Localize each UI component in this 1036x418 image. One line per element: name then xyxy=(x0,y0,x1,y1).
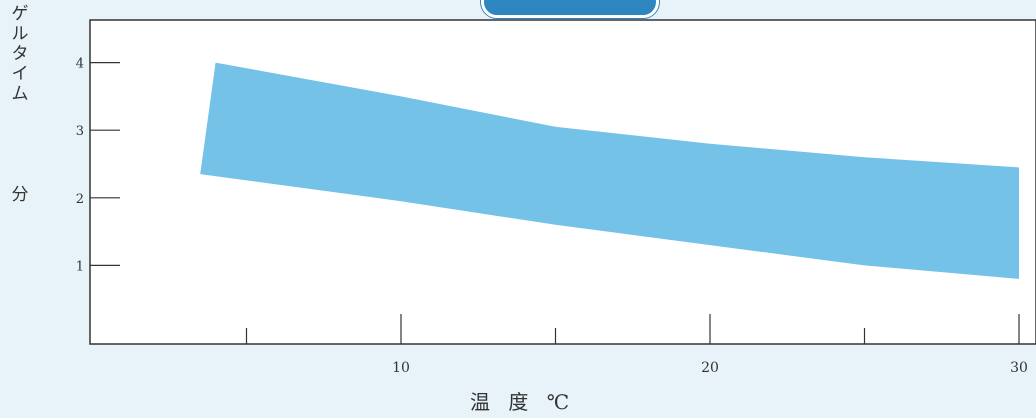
y-tick-label: 4 xyxy=(76,57,84,72)
x-tick-label: 10 xyxy=(392,360,410,376)
y-axis-label-char: ル xyxy=(12,24,29,44)
x-axis-label: 温 度 ℃ xyxy=(470,386,575,415)
y-axis-label: ゲルタイム xyxy=(8,4,32,104)
y-axis-unit: 分 xyxy=(8,180,32,205)
y-tick-label: 2 xyxy=(76,192,84,207)
x-tick-label: 20 xyxy=(701,360,719,376)
y-axis-label-char: タ xyxy=(12,44,29,64)
y-tick-label: 1 xyxy=(76,259,84,274)
y-axis-label-char: イ xyxy=(12,64,29,84)
x-tick-label: 30 xyxy=(1010,360,1028,376)
y-tick-label: 3 xyxy=(76,124,84,139)
y-axis-label-char: ム xyxy=(12,84,29,104)
y-axis-label-char: ゲ xyxy=(12,4,29,24)
